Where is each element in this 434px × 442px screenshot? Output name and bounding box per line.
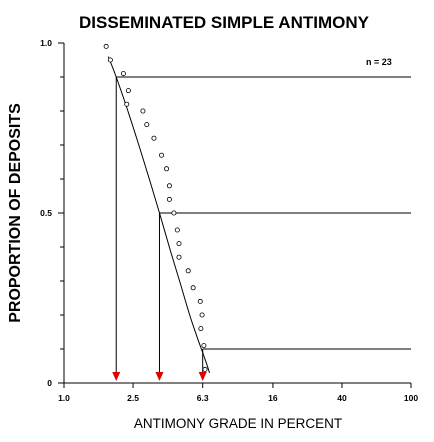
data-point [166, 183, 172, 189]
data-point [166, 196, 172, 202]
axis-ticks: 0 0.5 1.0 1.0 2.5 6.3 16 40 100 [40, 38, 418, 403]
data-point [103, 43, 109, 49]
x-tick-label: 40 [337, 393, 347, 403]
x-tick-label: 1.0 [58, 393, 70, 403]
data-point [176, 254, 182, 260]
data-point [185, 268, 191, 274]
data-point [164, 166, 170, 172]
data-point [107, 57, 113, 63]
y-tick-label: 0.5 [40, 208, 52, 218]
data-point [144, 122, 150, 128]
percentile-arrowhead [198, 372, 207, 381]
x-axis-label: ANTIMONY GRADE IN PERCENT [134, 416, 342, 431]
chart-title: DISSEMINATED SIMPLE ANTIMONY [79, 13, 370, 32]
data-points [103, 43, 208, 372]
x-tick-label: 16 [268, 393, 278, 403]
percentile-arrowhead [155, 372, 164, 381]
y-axis-label: PROPORTION OF DEPOSITS [7, 103, 24, 323]
percentile-lines [112, 76, 411, 381]
data-point [174, 227, 180, 233]
data-point [198, 326, 204, 332]
data-point [140, 108, 146, 114]
data-point [201, 343, 207, 349]
x-tick-label: 100 [404, 393, 418, 403]
sample-count-annotation: n = 23 [366, 57, 392, 67]
data-point [120, 71, 126, 77]
data-point [151, 135, 157, 141]
x-tick-label: 2.5 [127, 393, 139, 403]
y-tick-label: 1.0 [40, 38, 52, 48]
data-point [171, 210, 177, 216]
data-point [190, 285, 196, 291]
data-point [124, 101, 130, 107]
data-point [199, 312, 205, 318]
data-point [176, 241, 182, 247]
x-tick-label: 6.3 [197, 393, 209, 403]
y-tick-label: 0 [47, 378, 52, 388]
fitted-curve [107, 56, 210, 373]
data-point [159, 152, 165, 158]
data-point [125, 88, 131, 94]
data-point [202, 366, 208, 372]
data-point [197, 298, 203, 304]
percentile-arrowhead [112, 372, 121, 381]
